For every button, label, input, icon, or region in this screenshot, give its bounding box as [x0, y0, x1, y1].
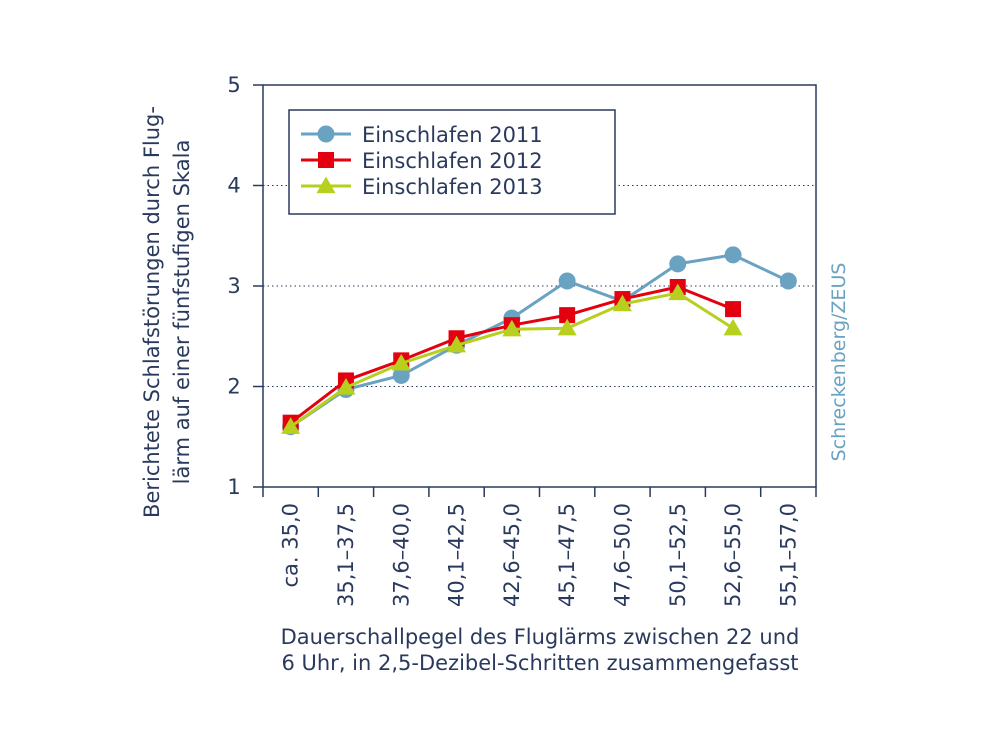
legend-label: Einschlafen 2013 — [362, 175, 543, 199]
y-axis: 1 2 3 4 5 — [227, 73, 263, 499]
legend-marker — [317, 125, 335, 143]
data-point — [723, 318, 743, 336]
legend-label: Einschlafen 2011 — [362, 123, 543, 147]
data-point — [557, 318, 577, 336]
legend-marker — [316, 176, 336, 194]
legend-item-1: Einschlafen 2011 — [301, 123, 543, 147]
data-point — [391, 353, 411, 371]
x-tick-label: 40,1–42,5 — [445, 503, 469, 607]
y-tick-label: 2 — [227, 375, 240, 399]
data-point — [559, 307, 576, 324]
series-line — [289, 253, 789, 428]
data-point — [502, 319, 522, 337]
x-tick-label: ca. 35,0 — [279, 503, 303, 588]
series-line — [289, 285, 734, 424]
x-tick-label: 47,6–50,0 — [610, 503, 634, 607]
data-point — [725, 301, 742, 318]
y-tick-label: 1 — [227, 475, 240, 499]
data-point — [558, 272, 576, 290]
y-axis-title-line1: Berichtete Schlafstörungen durch Flug- — [140, 106, 164, 518]
data-point — [669, 255, 687, 273]
grid-lines — [263, 185, 816, 387]
x-axis: ca. 35,0 35,1–37,5 37,6–40,0 40,1–42,5 42,6–… — [262, 487, 817, 607]
series-1 — [282, 246, 797, 436]
legend-item-2: Einschlafen 2012 — [301, 149, 543, 173]
y-tick-label: 4 — [227, 174, 240, 198]
data-point — [612, 294, 632, 312]
legend-label: Einschlafen 2012 — [362, 149, 543, 173]
series-layer — [281, 246, 797, 436]
legend-box — [288, 109, 616, 215]
x-tick-label: 50,1–52,5 — [666, 503, 690, 607]
y-axis-title-line2: lärm auf einer fünfstufigen Skala — [170, 140, 194, 485]
data-point — [447, 335, 467, 353]
x-tick-label: 45,1–47,5 — [555, 503, 579, 607]
legend-item-3: Einschlafen 2013 — [301, 175, 543, 199]
data-point — [779, 272, 797, 290]
series-3 — [281, 283, 743, 434]
series-2 — [282, 279, 742, 431]
data-point — [668, 283, 688, 301]
x-tick-label: 42,6–45,0 — [500, 503, 524, 607]
x-axis-title-line1: Dauerschallpegel des Fluglärms zwischen … — [281, 625, 800, 649]
y-tick-label: 3 — [227, 274, 240, 298]
x-tick-label: 52,6–55,0 — [721, 503, 745, 607]
x-tick-label: 37,6–40,0 — [389, 503, 413, 607]
x-axis-title-line2: 6 Uhr, in 2,5-Dezibel-Schritten zusammen… — [281, 651, 798, 675]
data-point — [281, 417, 301, 434]
credit-label: Schreckenberg/ZEUS — [828, 263, 850, 462]
data-point — [392, 366, 410, 384]
x-tick-label: 55,1–57,0 — [776, 503, 800, 607]
data-point — [336, 378, 356, 395]
x-tick-label: 35,1–37,5 — [334, 503, 358, 607]
legend-marker — [318, 152, 334, 168]
data-point — [724, 246, 742, 264]
y-tick-label: 5 — [227, 73, 240, 97]
